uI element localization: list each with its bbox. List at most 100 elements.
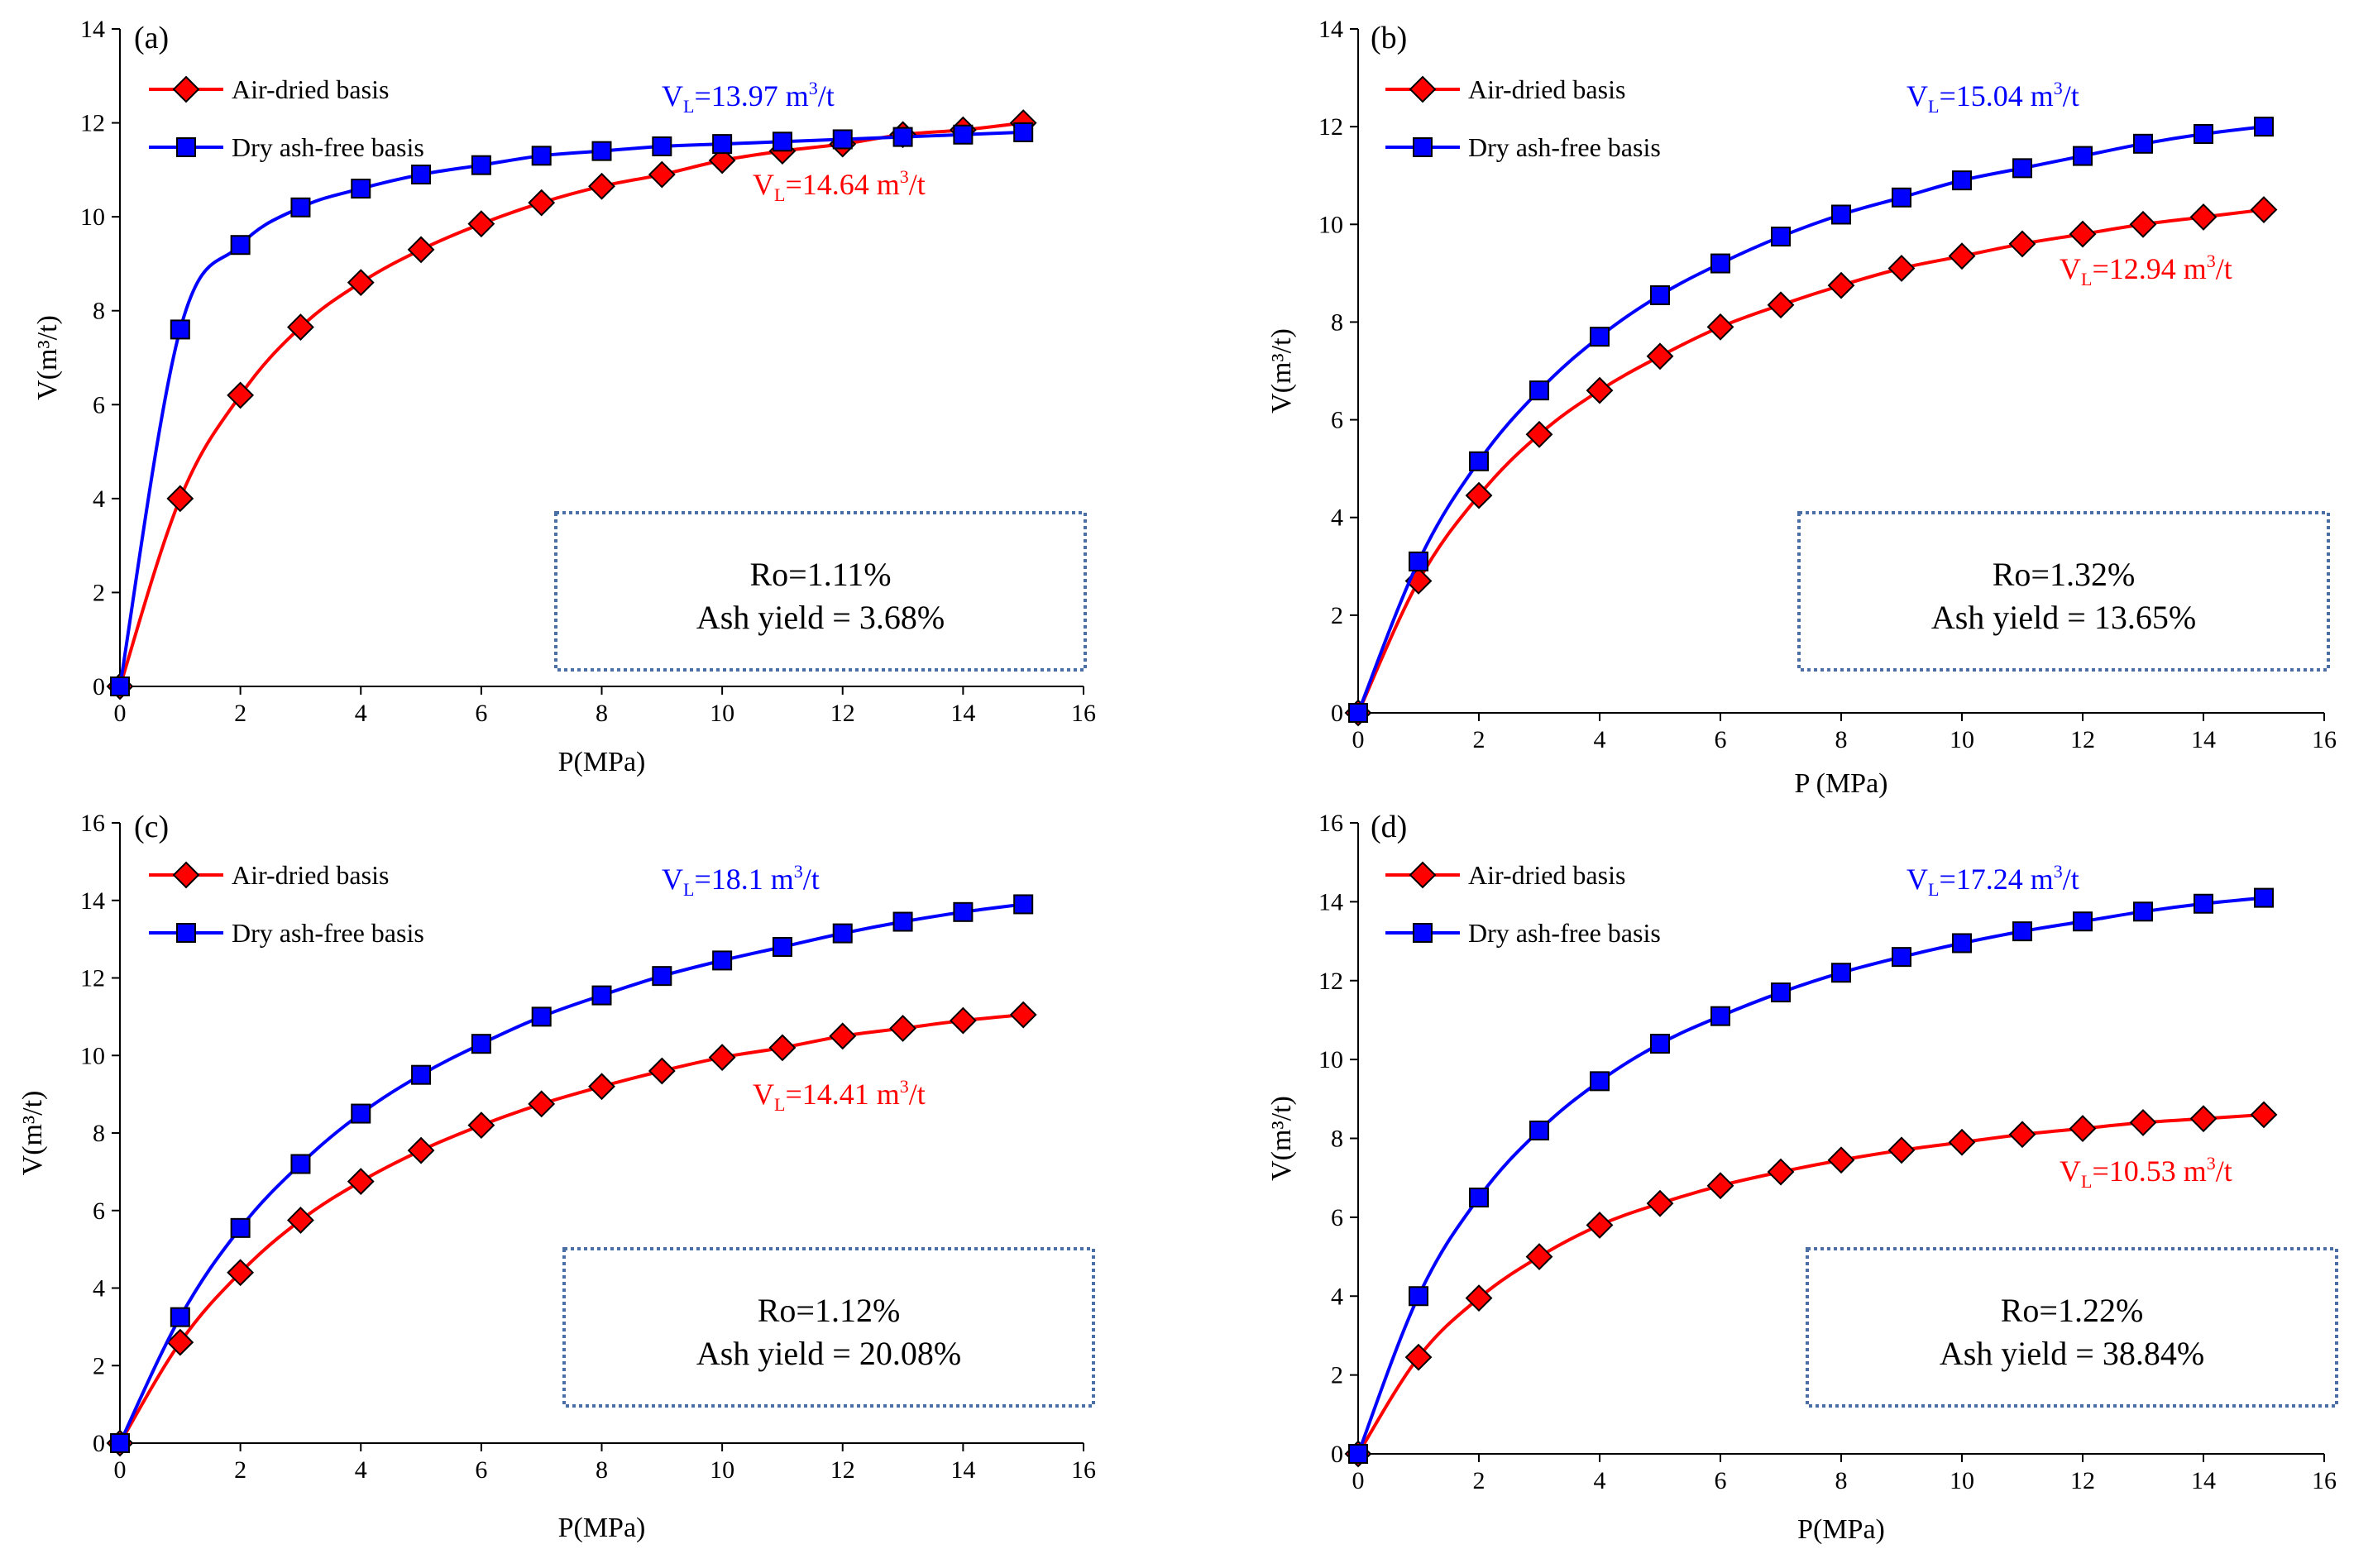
- data-point: [351, 179, 371, 199]
- data-point: [1529, 380, 1549, 401]
- data-point: [1525, 1243, 1553, 1270]
- chart-panel-a: 0 2 4 6 8 10 12 14 16 0 2 4 6 8 10 12 14 P(MPa) V(m³/t) (a)…: [32, 16, 1096, 777]
- x-tick-label: 4: [1594, 1467, 1606, 1494]
- data-point: [1469, 451, 1489, 471]
- x-tick-label: 0: [1352, 1467, 1365, 1494]
- legend: Air-dried basis Dry ash-free basis: [149, 860, 424, 948]
- panel-label: (a): [134, 21, 169, 55]
- vl-annotation-air-dried: VL=10.53 m3/t: [2060, 1153, 2232, 1192]
- data-point: [471, 155, 491, 175]
- data-point: [1348, 703, 1368, 723]
- x-tick-label: 8: [1835, 726, 1848, 753]
- y-tick-label: 8: [1331, 308, 1343, 336]
- vl-annotation-air-dried: VL=14.41 m3/t: [753, 1076, 926, 1115]
- legend-marker: [1413, 137, 1433, 157]
- y-tick-label: 14: [1318, 888, 1343, 915]
- y-tick-label: 12: [1318, 968, 1343, 995]
- x-tick-label: 4: [1594, 726, 1606, 753]
- legend-marker: [172, 861, 200, 889]
- data-point: [1892, 187, 1911, 208]
- info-box: [1806, 1247, 2338, 1408]
- x-tick-label: 4: [355, 700, 367, 727]
- panel-label: (c): [134, 810, 169, 844]
- x-tick-label: 2: [1473, 726, 1486, 753]
- x-tick-label: 4: [355, 1456, 367, 1484]
- series-air-dried: [106, 109, 1037, 700]
- y-tick-label: 16: [1318, 810, 1343, 837]
- x-tick-label: 6: [475, 1456, 487, 1484]
- data-point: [528, 1090, 556, 1118]
- data-point: [411, 1064, 432, 1085]
- data-point: [1948, 1128, 1976, 1156]
- x-tick-label: 2: [1473, 1467, 1486, 1494]
- data-point: [832, 129, 853, 150]
- data-point: [953, 901, 974, 922]
- x-tick-label: 6: [475, 700, 487, 727]
- data-point: [2012, 158, 2032, 179]
- y-tick-label: 6: [93, 1198, 105, 1225]
- y-tick-label: 4: [1331, 1283, 1343, 1310]
- y-tick-label: 6: [1331, 1204, 1343, 1231]
- data-point: [528, 189, 556, 217]
- data-point: [708, 1044, 736, 1072]
- data-point: [170, 1307, 190, 1327]
- y-tick-label: 10: [1318, 211, 1343, 238]
- legend-label: Dry ash-free basis: [232, 132, 424, 162]
- data-point: [591, 985, 612, 1006]
- data-point: [227, 381, 255, 409]
- data-point: [708, 146, 736, 174]
- data-point: [1409, 1286, 1428, 1307]
- data-point: [1706, 313, 1734, 341]
- data-point: [1590, 327, 1610, 347]
- data-point: [2250, 1101, 2278, 1129]
- data-point: [467, 1111, 495, 1140]
- x-tick-label: 12: [2070, 1467, 2095, 1494]
- data-point: [1706, 1172, 1734, 1200]
- data-point: [648, 1057, 676, 1085]
- x-tick-label: 0: [114, 1456, 127, 1484]
- data-point: [1948, 242, 1976, 270]
- legend-label: Dry ash-free basis: [1468, 132, 1661, 162]
- data-point: [768, 1034, 797, 1062]
- x-tick-label: 14: [2191, 726, 2216, 753]
- vl-annotation-dry-ash-free: VL=13.97 m3/t: [662, 78, 835, 117]
- vl-annotation-dry-ash-free: VL=15.04 m3/t: [1907, 78, 2079, 117]
- y-axis-title: V(m³/t): [32, 315, 63, 400]
- data-point: [1710, 253, 1730, 274]
- legend-marker: [1413, 923, 1433, 943]
- x-tick-label: 6: [1715, 726, 1727, 753]
- data-point: [1831, 963, 1851, 983]
- data-point: [892, 911, 913, 932]
- data-point: [1650, 1034, 1670, 1054]
- x-tick-label: 16: [2312, 726, 2337, 753]
- legend-label: Air-dried basis: [1468, 74, 1625, 104]
- data-point: [287, 1207, 314, 1234]
- panel-label: (b): [1371, 21, 1407, 55]
- y-tick-label: 14: [80, 16, 105, 43]
- y-tick-label: 4: [93, 1275, 105, 1303]
- y-tick-label: 2: [93, 579, 105, 606]
- data-point: [1586, 1211, 1614, 1239]
- y-tick-label: 0: [1331, 700, 1343, 727]
- y-tick-label: 14: [80, 887, 105, 915]
- data-point: [471, 1034, 491, 1054]
- data-point: [1887, 1136, 1916, 1164]
- legend-marker: [176, 137, 196, 157]
- y-tick-label: 10: [80, 1042, 105, 1069]
- legend-label: Dry ash-free basis: [232, 918, 424, 948]
- data-point: [591, 141, 612, 161]
- y-tick-label: 8: [93, 1120, 105, 1147]
- legend-label: Dry ash-free basis: [1468, 918, 1661, 948]
- data-point: [712, 134, 733, 155]
- y-axis-title: V(m³/t): [17, 1091, 48, 1176]
- series-dry-ash-free: [1348, 117, 2274, 723]
- y-tick-label: 12: [80, 110, 105, 137]
- data-point: [2008, 1121, 2036, 1149]
- data-point: [2069, 220, 2097, 248]
- legend: Air-dried basis Dry ash-free basis: [1385, 860, 1661, 948]
- x-tick-label: 8: [1835, 1467, 1848, 1494]
- info-ash-yield: Ash yield = 3.68%: [696, 599, 945, 636]
- data-point: [652, 966, 672, 987]
- legend: Air-dried basis Dry ash-free basis: [149, 74, 424, 162]
- data-point: [290, 1154, 311, 1174]
